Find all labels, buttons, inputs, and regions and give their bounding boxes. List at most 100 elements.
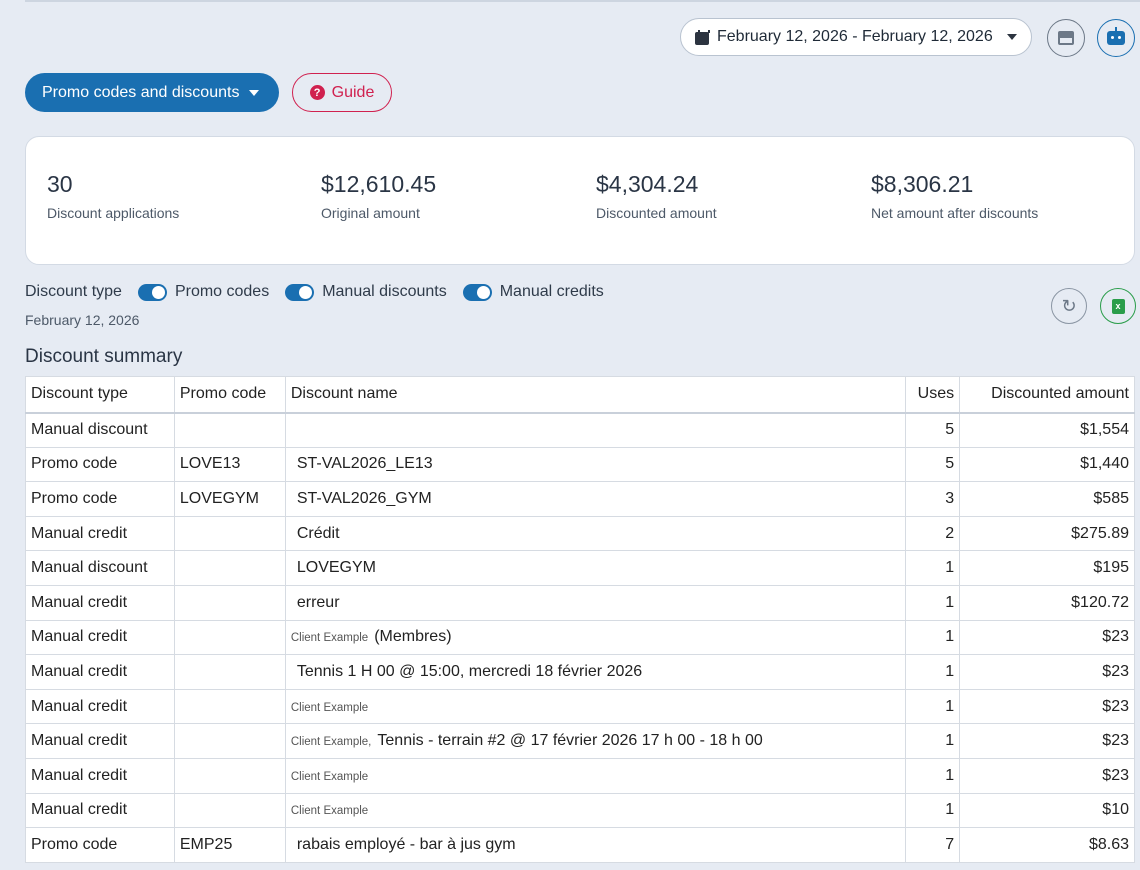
client-name: Client Example, (290, 736, 372, 749)
cell-discount-type: Manual credit (25, 654, 175, 690)
cell-uses: 1 (905, 584, 961, 621)
cell-discount-name: Client Example, Tennis - terrain #2 @ 17 … (284, 723, 907, 759)
cell-discount-name: Client Example (284, 757, 907, 794)
cell-discount-name: Client Example (284, 688, 907, 725)
stat-discounted-amount: $4,304.24 Discounted amount (596, 171, 717, 221)
toggle-switch[interactable] (137, 283, 167, 301)
cell-discounted-amount: $275.89 (959, 515, 1135, 552)
discount-name: Crédit (296, 524, 340, 542)
cell-discount-type: Manual credit (25, 723, 175, 759)
cell-discount-type: Manual credit (25, 688, 175, 725)
toggle-manual-credits[interactable]: Manual credits (462, 283, 604, 301)
table-row[interactable]: Manual credit Client Example, Tennis - ter… (25, 723, 1135, 759)
cell-uses: 1 (905, 723, 961, 759)
cell-discounted-amount: $120.72 (959, 584, 1135, 621)
cell-discount-name: erreur (284, 584, 907, 621)
window-icon (1058, 31, 1074, 45)
cell-discount-type: Manual discount (25, 412, 175, 448)
table-row[interactable]: Manual discount LOVEGYM 1 $195 (25, 550, 1135, 586)
cell-discount-name: ST-VAL2026_LE13 (284, 446, 907, 483)
stat-value: 30 (47, 171, 73, 197)
cell-discount-type: Manual credit (25, 515, 175, 552)
cell-uses: 7 (905, 827, 961, 863)
cell-discount-type: Promo code (25, 827, 175, 863)
cell-uses: 2 (905, 515, 961, 552)
report-menu-button[interactable]: Promo codes and discounts (25, 73, 279, 112)
toggle-switch[interactable] (285, 283, 315, 301)
cell-discount-name: LOVEGYM (284, 550, 907, 586)
cell-discount-name (284, 412, 907, 448)
cell-discount-type: Manual credit (25, 792, 175, 829)
cell-uses: 1 (905, 654, 961, 690)
cell-uses: 5 (905, 412, 961, 448)
cell-discount-name: Client Example (284, 792, 907, 829)
column-header[interactable]: Promo code (173, 376, 286, 414)
question-icon: ? (309, 85, 325, 100)
table-row[interactable]: Promo code EMP25 rabais employé - bar à ju… (25, 827, 1135, 863)
filter-date: February 12, 2026 (25, 312, 140, 328)
chevron-down-icon (1006, 34, 1017, 40)
cell-uses: 1 (905, 757, 961, 794)
toggle-switch[interactable] (462, 283, 492, 301)
cell-discount-type: Manual credit (25, 757, 175, 794)
toggle-manual-discounts[interactable]: Manual discounts (285, 283, 447, 301)
top-divider (25, 0, 1140, 2)
cell-promo-code (173, 792, 286, 829)
chevron-down-icon (249, 89, 260, 96)
cell-discount-name: rabais employé - bar à jus gym (284, 827, 907, 863)
client-name: Client Example (290, 770, 369, 783)
cell-promo-code (173, 584, 286, 621)
table-row[interactable]: Manual credit Tennis 1 H 00 @ 15:00, merc… (25, 654, 1135, 690)
table-row[interactable]: Manual credit Client Example 1 $10 (25, 792, 1135, 829)
discount-name: Tennis 1 H 00 @ 15:00, mercredi 18 févri… (296, 662, 643, 680)
cell-discount-type: Promo code (25, 446, 175, 483)
discount-name: LOVEGYM (296, 559, 376, 577)
refresh-button[interactable]: ↻ (1051, 288, 1087, 324)
discount-name: (Membres) (374, 628, 452, 646)
guide-button[interactable]: ? Guide (292, 73, 392, 112)
cell-discount-type: Manual discount (25, 550, 175, 586)
cell-uses: 1 (905, 688, 961, 725)
cell-discounted-amount: $23 (959, 654, 1135, 690)
date-range-picker[interactable]: February 12, 2026 - February 12, 2026 (680, 18, 1032, 56)
excel-icon: x (1111, 298, 1125, 314)
table-row[interactable]: Promo code LOVEGYM ST-VAL2026_GYM 3 $585 (25, 481, 1135, 517)
table-row[interactable]: Manual credit Client Example 1 $23 (25, 757, 1135, 794)
cell-promo-code (173, 619, 286, 656)
stat-value: $4,304.24 (596, 171, 699, 197)
column-header[interactable]: Uses (905, 376, 961, 414)
stat-label: Discounted amount (596, 205, 717, 221)
table-row[interactable]: Manual credit Client Example 1 $23 (25, 688, 1135, 725)
assistant-button[interactable] (1097, 19, 1135, 57)
cell-discount-name: ST-VAL2026_GYM (284, 481, 907, 517)
cell-uses: 5 (905, 446, 961, 483)
cell-discounted-amount: $10 (959, 792, 1135, 829)
table-row[interactable]: Promo code LOVE13 ST-VAL2026_LE13 5 $1,440 (25, 446, 1135, 483)
column-header[interactable]: Discount type (25, 376, 175, 414)
column-header[interactable]: Discount name (284, 376, 907, 414)
filter-label: Discount type (25, 283, 122, 300)
cell-discount-name: Tennis 1 H 00 @ 15:00, mercredi 18 févri… (284, 654, 907, 690)
cell-discount-name: Client Example (Membres) (284, 619, 907, 656)
table-row[interactable]: Manual credit Client Example (Membres) 1 $23 (25, 619, 1135, 656)
column-header[interactable]: Discounted amount (959, 376, 1135, 414)
report-menu-label: Promo codes and discounts (42, 83, 240, 101)
cell-uses: 1 (905, 792, 961, 829)
export-excel-button[interactable]: x (1100, 288, 1136, 324)
cell-promo-code: EMP25 (173, 827, 286, 863)
cell-promo-code (173, 723, 286, 759)
stat-discount-applications: 30 Discount applications (47, 171, 179, 221)
calendar-icon (695, 29, 710, 45)
cell-promo-code (173, 550, 286, 586)
window-view-button[interactable] (1047, 19, 1085, 57)
table-row[interactable]: Manual discount 5 $1,554 (25, 412, 1135, 448)
table-header-row: Discount type Promo code Discount name U… (25, 376, 1135, 414)
toggle-label: Manual discounts (322, 283, 447, 300)
table-row[interactable]: Manual credit erreur 1 $120.72 (25, 584, 1135, 621)
discount-name: erreur (296, 593, 340, 611)
toggle-promo-codes[interactable]: Promo codes (137, 283, 269, 301)
client-name: Client Example (290, 632, 369, 645)
cell-discounted-amount: $195 (959, 550, 1135, 586)
discount-name: ST-VAL2026_LE13 (296, 455, 433, 473)
table-row[interactable]: Manual credit Crédit 2 $275.89 (25, 515, 1135, 552)
